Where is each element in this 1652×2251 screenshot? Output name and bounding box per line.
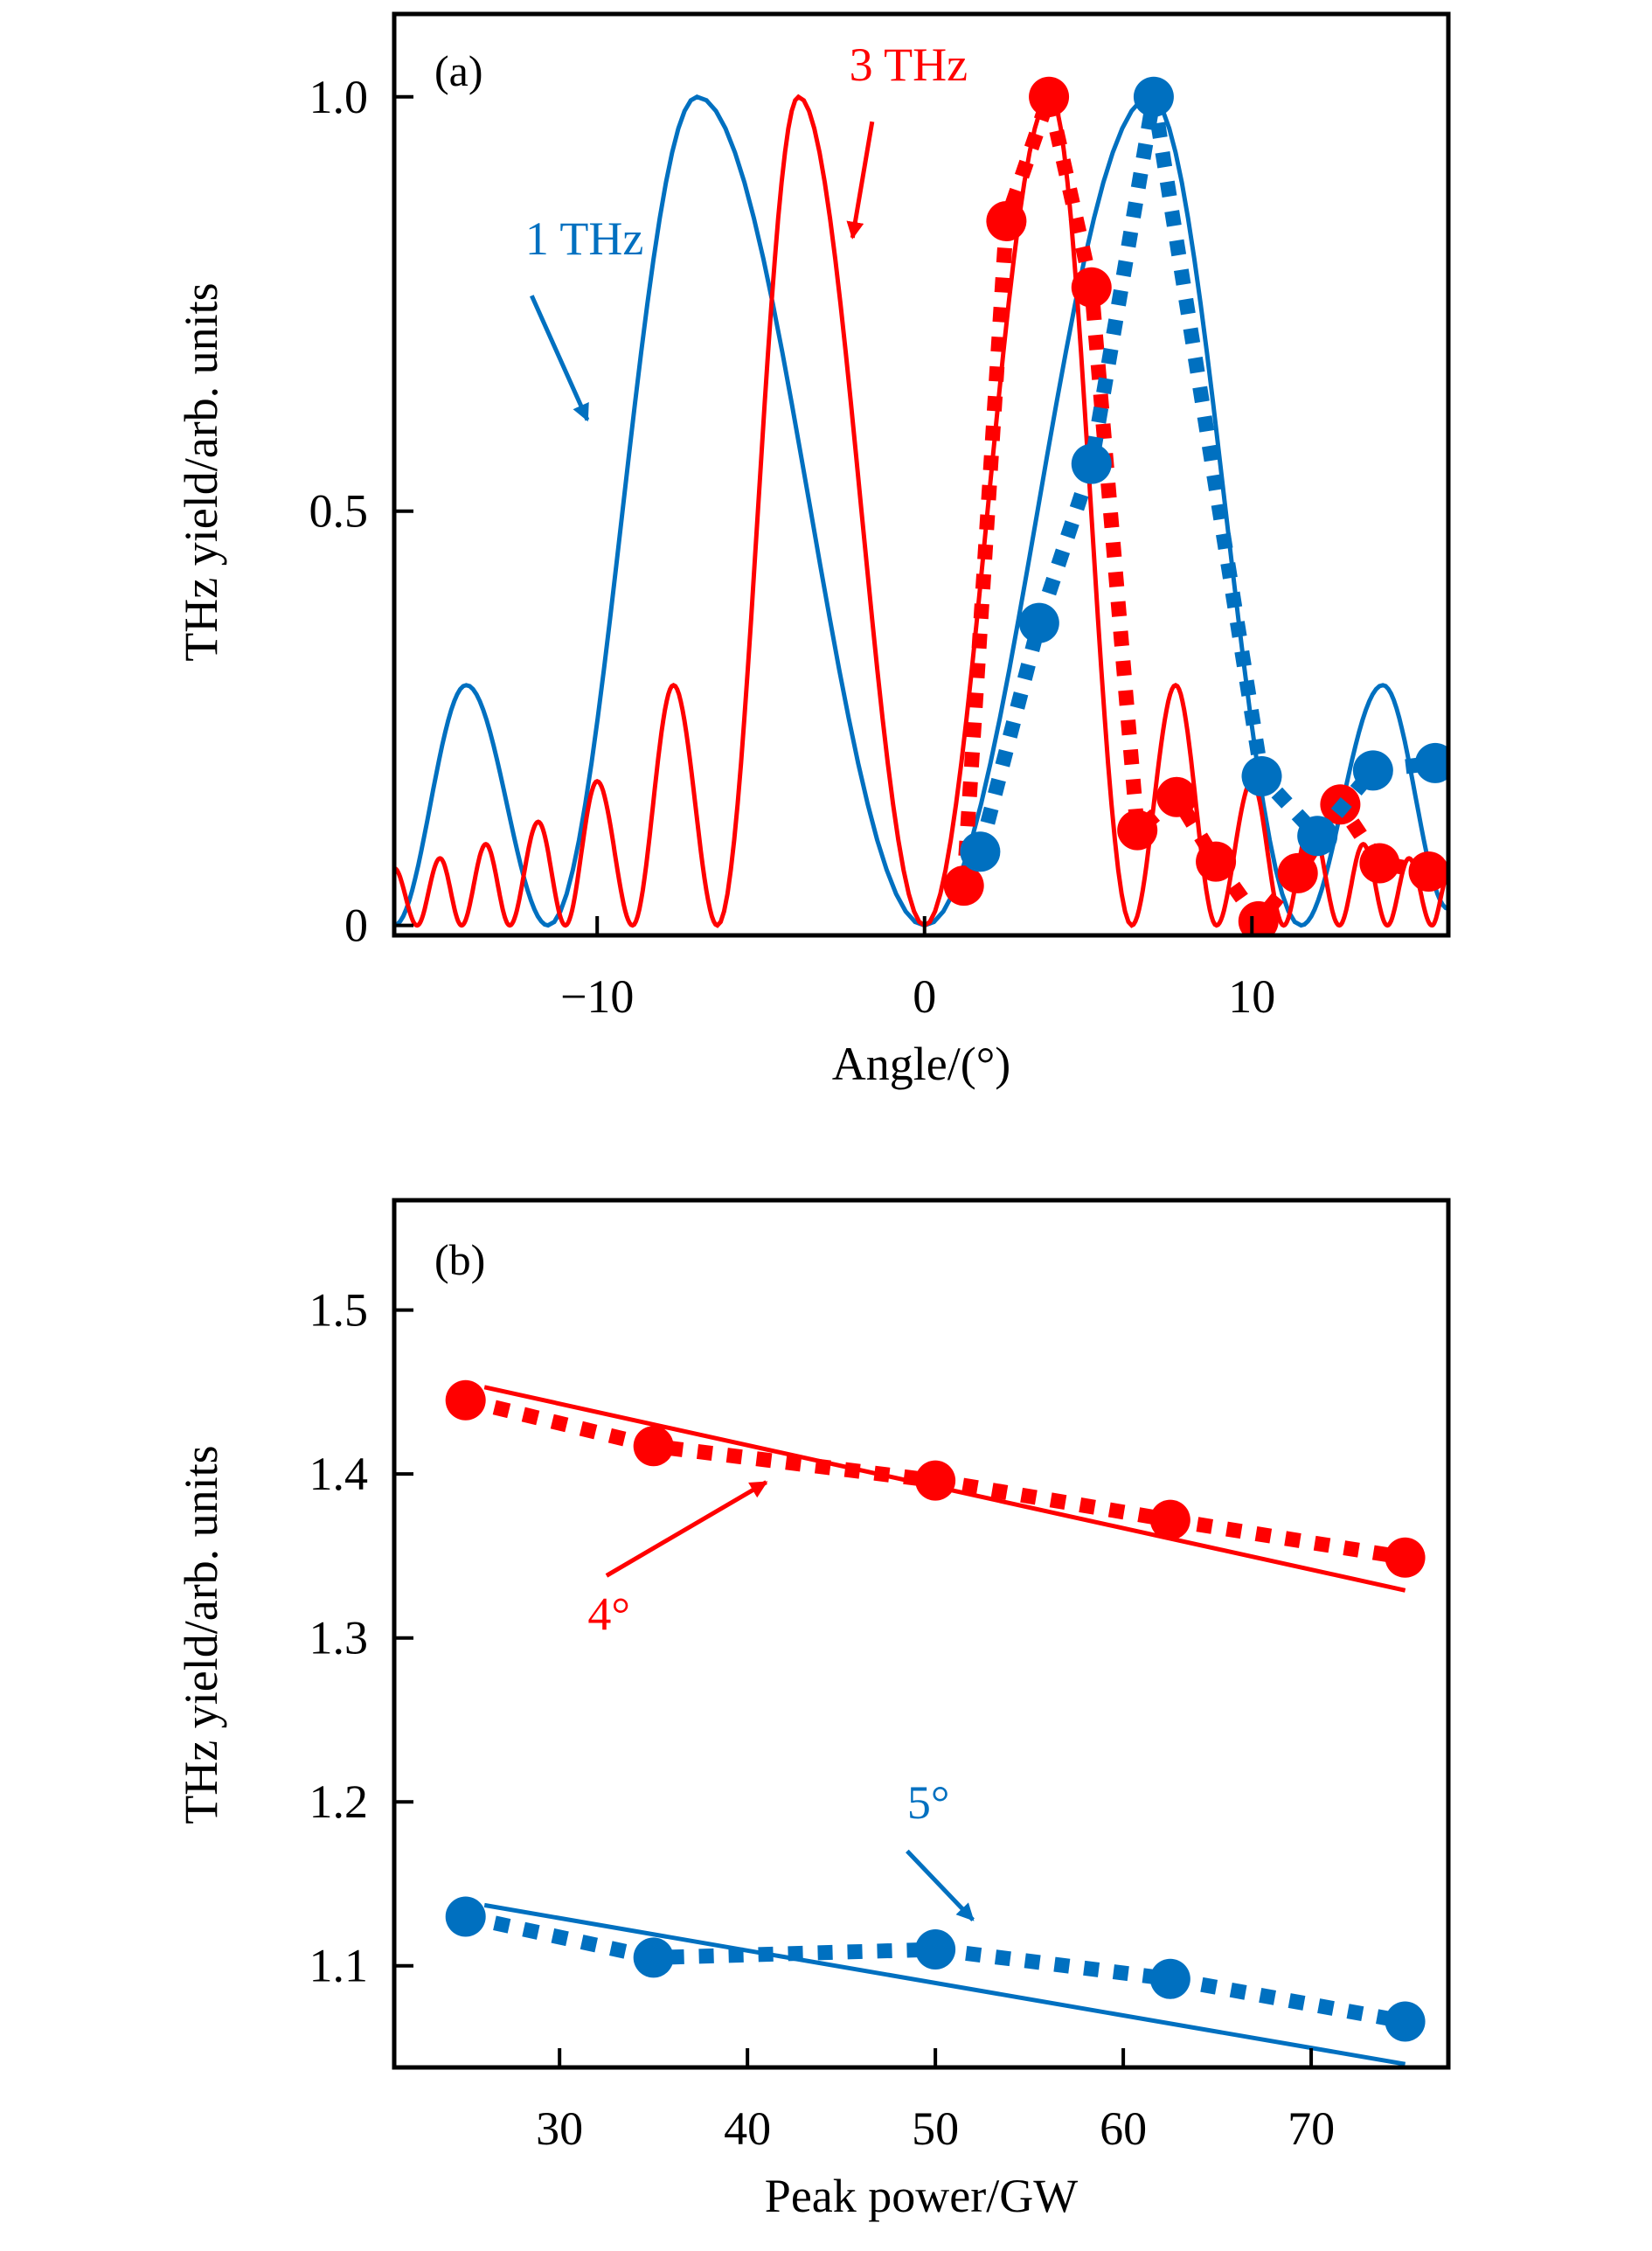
data-line-blue <box>463 1909 1407 2029</box>
panel-b-label: (b) <box>434 1235 485 1284</box>
data-point <box>633 1426 674 1467</box>
y-tick-label: 0.5 <box>309 485 369 538</box>
annotation-arrow <box>530 295 590 422</box>
data-point <box>1071 443 1112 484</box>
annotation-label: 5° <box>907 1776 950 1829</box>
x-tick-label: −10 <box>560 970 634 1023</box>
y-tick-label: 1.3 <box>309 1612 369 1664</box>
panel-a-axes: −10 0 10 0 0.5 1.0 <box>309 71 1276 1023</box>
data-point <box>1408 851 1448 893</box>
y-tick-label: 1.5 <box>309 1284 369 1337</box>
data-point <box>943 865 984 907</box>
panel-b-axes: 30 40 50 60 70 1.1 1.2 1.3 1.4 1.5 <box>309 1284 1336 2155</box>
fit-line-red <box>483 1385 1406 1593</box>
data-point <box>1029 76 1070 117</box>
data-point <box>1156 776 1197 817</box>
data-point <box>1133 76 1174 117</box>
data-point <box>1196 841 1237 882</box>
x-tick-label: 10 <box>1228 970 1275 1023</box>
annotation-label: 1 THz <box>525 212 643 265</box>
data-point <box>1352 750 1393 791</box>
data-point <box>915 1460 956 1501</box>
data-point <box>1385 1537 1426 1578</box>
data-point <box>1117 809 1158 851</box>
y-tick-label: 1.2 <box>309 1775 369 1828</box>
data-point <box>1071 267 1112 308</box>
y-tick-label: 1.1 <box>309 1940 369 1992</box>
panel-a-ylabel: THz yield/arb. units <box>175 282 227 661</box>
annotation-arrow <box>605 1480 768 1578</box>
data-point <box>1415 742 1448 783</box>
fit-line-blue <box>483 1902 1406 2067</box>
data-line-blue <box>973 95 1437 854</box>
annotation-arrow <box>906 1849 975 1921</box>
panel-b: 4° 5° 30 40 50 60 70 1.1 1.2 1.3 1.4 1.5 (b) Peak … <box>175 1198 1451 2222</box>
panel-b-frame <box>392 1198 1451 2070</box>
data-point <box>1241 756 1282 797</box>
panel-b-annotations: 4° 5° <box>587 1480 975 1921</box>
data-point <box>1277 852 1318 893</box>
data-point <box>1297 816 1338 857</box>
panel-a-annotations: 1 THz 3 THz <box>525 38 968 422</box>
y-tick-label: 1.0 <box>309 71 369 123</box>
panel-b-ylabel: THz yield/arb. units <box>175 1445 227 1824</box>
panel-b-xlabel: Peak power/GW <box>765 2170 1078 2222</box>
data-point <box>445 1896 486 1937</box>
data-point <box>1359 843 1400 884</box>
y-tick-label: 0 <box>344 900 368 952</box>
data-point <box>915 1928 956 1970</box>
data-point <box>1018 602 1059 643</box>
data-point <box>1385 2001 1426 2042</box>
x-tick-label: 60 <box>1100 2102 1147 2155</box>
y-tick-label: 1.4 <box>309 1448 369 1500</box>
data-point <box>445 1379 486 1421</box>
panel-a-xlabel: Angle/(°) <box>832 1038 1011 1090</box>
x-tick-label: 0 <box>913 970 936 1023</box>
x-tick-label: 40 <box>724 2102 771 2155</box>
data-point <box>960 831 1001 872</box>
data-point <box>986 200 1027 241</box>
x-tick-label: 30 <box>536 2102 583 2155</box>
panel-a: 1 THz 3 THz −10 0 10 0 0.5 1.0 (a) Angle/(°) T… <box>175 11 1451 1090</box>
annotation-arrow <box>846 121 875 240</box>
data-point <box>633 1937 674 1978</box>
panel-a-label: (a) <box>434 46 483 95</box>
panel-a-plot-area <box>394 69 1448 935</box>
data-line-red <box>956 69 1430 934</box>
x-tick-label: 50 <box>912 2102 959 2155</box>
data-point <box>1149 1499 1190 1540</box>
annotation-label: 3 THz <box>850 38 968 91</box>
x-tick-label: 70 <box>1288 2102 1335 2155</box>
data-point <box>1238 900 1279 935</box>
annotation-label: 4° <box>587 1588 630 1640</box>
panel-a-frame <box>392 11 1451 938</box>
data-point <box>1149 1958 1190 1999</box>
panel-b-plot-area <box>445 1379 1426 2067</box>
